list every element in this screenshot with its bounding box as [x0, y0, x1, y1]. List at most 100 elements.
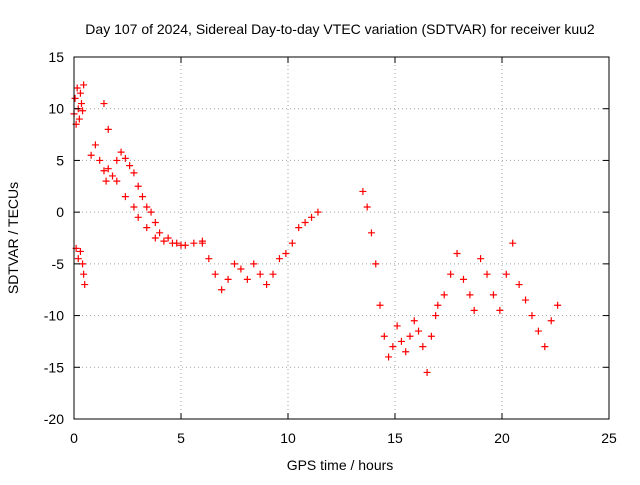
data-point [75, 115, 83, 123]
data-point [138, 193, 146, 201]
y-tick-label: 10 [48, 101, 64, 117]
y-tick-label: 5 [56, 152, 64, 168]
data-point [376, 301, 384, 309]
data-point [130, 203, 138, 211]
data-point [402, 348, 410, 356]
chart-title: Day 107 of 2024, Sidereal Day-to-day VTE… [85, 21, 595, 37]
data-point [177, 241, 185, 249]
y-tick-label: -5 [52, 256, 65, 272]
data-point [79, 107, 87, 115]
data-point [410, 317, 418, 325]
data-point [385, 353, 393, 361]
x-tick-label: 15 [387, 430, 403, 446]
x-tick-label: 10 [280, 430, 296, 446]
data-point [477, 255, 485, 263]
data-point [211, 270, 219, 278]
x-tick-label: 25 [601, 430, 617, 446]
data-point [113, 177, 121, 185]
data-point [541, 343, 549, 351]
x-axis-label: GPS time / hours [287, 457, 394, 473]
data-points [70, 81, 562, 376]
data-point [522, 296, 530, 304]
data-point [509, 239, 517, 247]
data-point [380, 332, 388, 340]
grid [74, 57, 609, 419]
data-point [168, 239, 176, 247]
data-point [130, 169, 138, 177]
data-point [483, 270, 491, 278]
data-point [406, 332, 414, 340]
data-point [419, 343, 427, 351]
data-point [151, 218, 159, 226]
data-point [308, 213, 316, 221]
data-point [74, 255, 82, 263]
data-point [547, 317, 555, 325]
data-point [109, 172, 117, 180]
data-point [269, 270, 277, 278]
data-point [121, 154, 129, 162]
data-point [423, 368, 431, 376]
data-point [71, 94, 79, 102]
data-point [143, 224, 151, 232]
data-point [134, 182, 142, 190]
data-point [515, 281, 523, 289]
data-point [256, 270, 264, 278]
data-point [87, 151, 95, 159]
data-point [134, 213, 142, 221]
data-point [100, 100, 108, 108]
data-point [427, 332, 435, 340]
data-point [190, 239, 198, 247]
data-point [81, 281, 89, 289]
series-low-track-early [72, 244, 89, 289]
series-mid-band [100, 100, 185, 249]
series-night-cluster [434, 239, 562, 351]
data-point [363, 203, 371, 211]
data-point [393, 322, 401, 330]
data-point [502, 270, 510, 278]
data-point [231, 260, 238, 268]
data-point [496, 306, 504, 314]
data-point [121, 193, 129, 201]
data-point [218, 286, 226, 294]
data-point [301, 218, 309, 226]
data-point [80, 81, 88, 89]
data-point [534, 327, 542, 335]
data-point [440, 291, 448, 299]
y-tick-label: -20 [44, 411, 64, 427]
data-point [143, 203, 151, 211]
plot-border [73, 56, 610, 420]
data-point [151, 234, 159, 242]
data-point [164, 234, 172, 242]
data-point [432, 312, 440, 320]
data-point [314, 208, 322, 216]
data-point [198, 239, 206, 247]
data-point [275, 255, 283, 263]
data-point [447, 270, 455, 278]
data-point [415, 327, 423, 335]
data-point [466, 291, 474, 299]
data-point [160, 237, 168, 245]
data-point [73, 84, 81, 92]
axis-ticks: 0 5 10 15 20 25 -20 -15 -10 -5 0 5 10 15 [44, 49, 617, 446]
data-point [156, 229, 164, 237]
data-point [554, 301, 562, 309]
data-point [205, 255, 213, 263]
series-afternoon-wave [198, 208, 322, 294]
data-point [76, 247, 84, 255]
data-point [91, 141, 99, 149]
data-point [367, 229, 375, 237]
data-point [489, 291, 497, 299]
data-point [250, 260, 258, 268]
data-point [117, 148, 125, 156]
x-tick-label: 5 [177, 430, 185, 446]
data-point [282, 250, 290, 258]
y-tick-label: -10 [44, 308, 64, 324]
data-point [263, 281, 271, 289]
data-point [96, 156, 104, 164]
data-point [372, 260, 380, 268]
data-point [470, 306, 478, 314]
y-tick-label: -15 [44, 359, 64, 375]
data-point [389, 343, 397, 351]
